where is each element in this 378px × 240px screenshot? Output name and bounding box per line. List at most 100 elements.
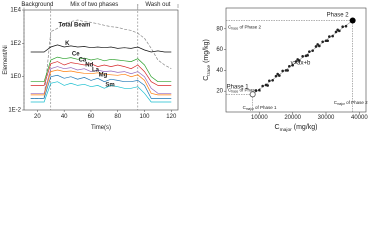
series-label: Ca bbox=[79, 58, 87, 64]
phase-point bbox=[249, 91, 256, 98]
data-point bbox=[326, 39, 329, 43]
x-tick-label: 20000 bbox=[284, 115, 301, 121]
plot-frame bbox=[225, 7, 367, 113]
data-point bbox=[281, 69, 284, 73]
guide-label: Cmajor of Phase 2 bbox=[334, 100, 368, 106]
series-line bbox=[30, 81, 172, 103]
label-rest: of Phase 2 bbox=[345, 100, 368, 105]
data-point bbox=[296, 58, 299, 61]
x-tick-label: 40000 bbox=[351, 115, 368, 121]
data-point bbox=[328, 35, 331, 38]
series-label: Nd bbox=[85, 63, 93, 69]
series-line bbox=[30, 66, 172, 94]
label-main: C bbox=[228, 24, 232, 29]
data-point bbox=[254, 89, 258, 92]
series-label: K bbox=[65, 41, 70, 47]
y-axis-label: Element/Ni bbox=[3, 45, 9, 74]
data-point bbox=[268, 79, 271, 83]
y-tick-label: 80 bbox=[216, 26, 223, 32]
data-point bbox=[321, 40, 324, 44]
label-main: C bbox=[203, 76, 210, 81]
label-main: C bbox=[228, 87, 232, 92]
label-main: C bbox=[243, 105, 247, 110]
data-point bbox=[308, 50, 311, 53]
figure: 20 40 60 80 100 120 1E-2 1E0 1E2 1E4 Time(s) Elemen… bbox=[3, 2, 368, 132]
data-point bbox=[294, 60, 298, 63]
label-rest: (mg/kg) bbox=[292, 124, 318, 131]
data-point bbox=[271, 78, 274, 82]
series-label: Total Beam bbox=[58, 22, 90, 28]
y-tick-label: 40 bbox=[216, 68, 223, 74]
data-point bbox=[286, 69, 289, 72]
data-point bbox=[344, 24, 348, 28]
y-tick-label: 1E-2 bbox=[8, 108, 21, 114]
label-rest: (mg/kg) bbox=[203, 39, 210, 65]
data-point bbox=[288, 64, 291, 68]
page: 20 40 60 80 100 120 1E-2 1E0 1E2 1E4 Time(s) Elemen… bbox=[3, 2, 369, 132]
label-sub: major bbox=[337, 102, 345, 106]
phase-point bbox=[349, 17, 356, 24]
label-sub: trace bbox=[206, 65, 212, 76]
series-line bbox=[30, 61, 172, 86]
series-label: Sm bbox=[105, 82, 114, 88]
label-sub: trace bbox=[231, 89, 238, 93]
data-point bbox=[258, 88, 261, 92]
phase-label: Phase 2 bbox=[327, 12, 350, 18]
y-tick-label: 1E0 bbox=[10, 74, 21, 80]
series-label: La bbox=[92, 68, 100, 74]
data-point bbox=[301, 55, 304, 58]
label-rest: of Phase 1 bbox=[254, 105, 277, 110]
x-tick-label: 30000 bbox=[318, 115, 335, 121]
phase-label: Mix of two phases bbox=[70, 2, 118, 8]
x-tick-label: 60 bbox=[88, 114, 95, 120]
data-point bbox=[276, 72, 279, 76]
y-tick-label: 1E4 bbox=[10, 8, 21, 14]
label-main: C bbox=[275, 124, 280, 131]
series-label: Ce bbox=[72, 52, 80, 58]
y-tick-label: 20 bbox=[216, 89, 223, 95]
series-line bbox=[30, 44, 172, 53]
x-tick-label: 20 bbox=[34, 114, 41, 120]
label-rest: of Phase 1 bbox=[238, 87, 261, 92]
series-line bbox=[30, 56, 172, 83]
label-sub: major bbox=[280, 127, 293, 132]
y-axis-label: Ctrace (mg/kg) bbox=[203, 39, 212, 81]
data-point bbox=[291, 63, 294, 67]
data-point bbox=[266, 84, 269, 87]
label-rest: of Phase 2 bbox=[238, 24, 261, 29]
guide-label: Ctrace of Phase 1 bbox=[228, 87, 261, 93]
data-point bbox=[331, 34, 334, 38]
data-point bbox=[311, 49, 314, 52]
label-sub: trace bbox=[231, 27, 238, 31]
series-label: Mg bbox=[99, 72, 108, 78]
data-point bbox=[278, 74, 281, 77]
data-point bbox=[274, 74, 278, 78]
x-axis-label: Cmajor (mg/kg) bbox=[275, 124, 318, 132]
data-point bbox=[341, 25, 344, 29]
x-tick-label: 80 bbox=[114, 114, 121, 120]
x-axis-label: Time(s) bbox=[91, 125, 111, 131]
label-main: C bbox=[334, 100, 338, 105]
x-tick-label: 120 bbox=[166, 114, 177, 120]
fit-label: y=ax+b bbox=[291, 60, 311, 66]
data-point bbox=[334, 30, 338, 34]
series-line bbox=[30, 74, 172, 99]
data-point bbox=[318, 44, 321, 48]
series-line bbox=[30, 19, 172, 99]
data-point bbox=[316, 43, 319, 46]
guide-label: Cmajor of Phase 1 bbox=[243, 105, 277, 111]
series-line bbox=[30, 69, 172, 96]
label-sub: major bbox=[246, 107, 254, 111]
x-tick-label: 10000 bbox=[251, 115, 268, 121]
data-point bbox=[336, 28, 339, 32]
phase-label: Phase 1 bbox=[227, 84, 250, 90]
data-point bbox=[261, 84, 264, 88]
y-tick-label: 60 bbox=[216, 47, 223, 53]
phase-label: Background bbox=[21, 2, 53, 8]
y-tick-label: 1E2 bbox=[10, 41, 21, 47]
data-point bbox=[306, 54, 309, 57]
guide-label: Ctrace of Phase 2 bbox=[228, 24, 261, 30]
data-point bbox=[314, 45, 318, 48]
x-tick-label: 40 bbox=[61, 114, 68, 120]
phase-label: Wash out bbox=[145, 2, 170, 8]
